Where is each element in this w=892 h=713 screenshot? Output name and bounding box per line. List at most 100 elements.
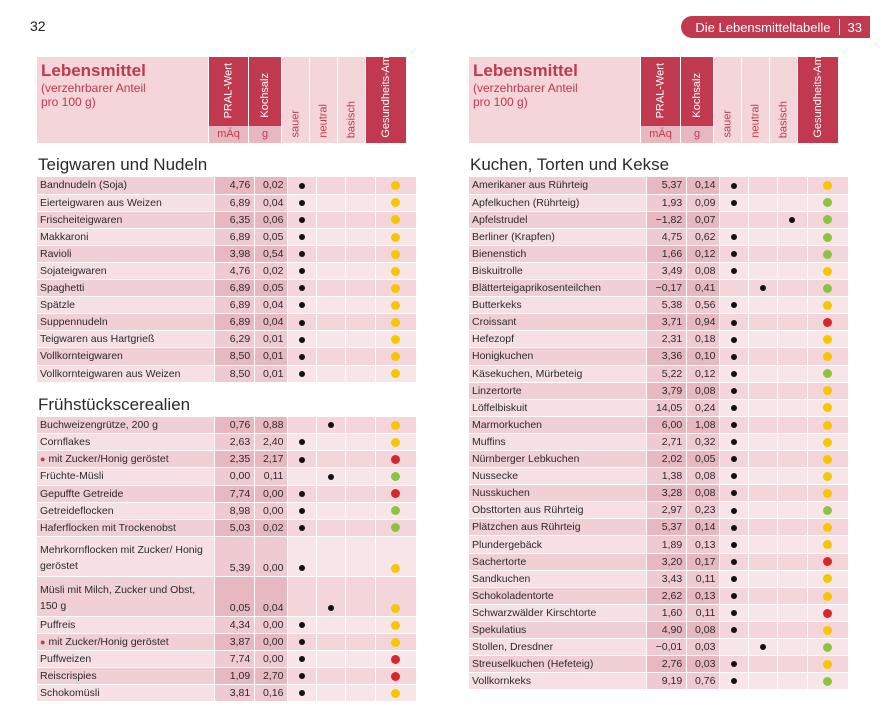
table-row: Puffweizen 7,74 0,00 xyxy=(37,650,417,669)
salt-value: 0,00 xyxy=(254,502,289,520)
neutral-cell xyxy=(748,279,779,298)
sauer-cell xyxy=(719,450,750,469)
salt-value: 0,00 xyxy=(254,633,289,651)
ampel-yellow-icon xyxy=(391,300,401,310)
pral-value: 4,75 xyxy=(646,228,688,246)
salt-unit-cell: g xyxy=(681,126,713,143)
neutral-cell xyxy=(748,518,779,537)
ampel-yellow-icon xyxy=(391,266,401,276)
salt-value: 0,11 xyxy=(254,467,289,486)
ampel-yellow-icon xyxy=(391,215,401,225)
food-name: Teigwaren aus Hartgrieß xyxy=(37,330,215,349)
food-name: Puffreis xyxy=(37,616,215,634)
food-name: Suppennudeln xyxy=(37,313,215,332)
neutral-cell xyxy=(748,501,779,520)
ampel-cell xyxy=(807,587,849,605)
ampel-yellow-icon xyxy=(823,420,833,430)
sauer-cell xyxy=(719,518,750,537)
food-name: Plätzchen aus Rührteig xyxy=(469,518,647,537)
neutral-cell xyxy=(748,382,779,400)
table-row: Mehrkornflocken mit Zucker/ Honig geröst… xyxy=(37,536,417,577)
ampel-cell xyxy=(375,365,417,383)
salt-value: 0,02 xyxy=(254,177,289,195)
pral-value: 5,37 xyxy=(646,177,688,195)
ampel-yellow-icon xyxy=(823,659,833,669)
neutral-dot-icon xyxy=(328,422,335,429)
pral-value: 9,19 xyxy=(646,672,688,691)
neutral-cell xyxy=(748,467,779,486)
basisch-cell xyxy=(345,416,376,435)
neutral-cell xyxy=(748,245,779,263)
ampel-green-icon xyxy=(823,198,833,208)
ampel-green-icon xyxy=(823,676,833,686)
ampel-red-icon xyxy=(391,671,401,681)
food-name: Vollkornkeks xyxy=(469,672,647,691)
neutral-cell xyxy=(748,296,779,315)
food-name: Ravioli xyxy=(37,245,215,263)
pral-value: 6,00 xyxy=(646,416,688,434)
ampel-cell xyxy=(375,313,417,332)
basisch-cell xyxy=(345,616,376,634)
neutral-cell xyxy=(748,570,779,588)
sauer-dot-icon xyxy=(731,627,738,634)
salt-value: 0,05 xyxy=(254,279,289,298)
sauer-cell xyxy=(719,347,750,366)
table-row: Suppennudeln 6,89 0,04 xyxy=(37,313,417,332)
sauer-dot-icon xyxy=(299,622,306,629)
pral-value: 6,89 xyxy=(214,228,256,246)
ampel-green-icon xyxy=(823,215,833,225)
ampel-yellow-icon xyxy=(391,198,401,208)
basisch-cell xyxy=(345,279,376,298)
salt-value: 0,08 xyxy=(686,484,721,503)
food-name: Haferflocken mit Trockenobst xyxy=(37,519,215,537)
ampel-cell xyxy=(807,194,849,212)
table-row: Honigkuchen 3,36 0,10 xyxy=(469,347,849,366)
table-row: Löffelbiskuit 14,05 0,24 xyxy=(469,399,849,417)
table-row: Hefezopf 2,31 0,18 xyxy=(469,330,849,349)
basisch-cell xyxy=(345,650,376,669)
food-name: Gepuffte Getreide xyxy=(37,485,215,503)
lebensmittel-subtitle-2: pro 100 g) xyxy=(473,95,528,109)
right-page-number: 33 xyxy=(847,19,862,35)
neutral-cell xyxy=(316,211,347,229)
table-row: Käsekuchen, Mürbeteig 5,22 0,12 xyxy=(469,365,849,383)
sauer-dot-icon xyxy=(731,507,738,514)
sauer-cell xyxy=(719,296,750,315)
food-name: Spaghetti xyxy=(37,279,215,298)
sauer-cell xyxy=(287,330,318,349)
pral-value: 2,71 xyxy=(646,433,688,452)
food-name: Müsli mit Milch, Zucker und Obst, 150 g xyxy=(37,576,215,617)
pral-value: 5,03 xyxy=(214,519,256,537)
bullet-icon: ● xyxy=(40,454,46,465)
ampel-label: Gesundheits- Ampel xyxy=(380,41,392,138)
sauer-cell xyxy=(719,638,750,657)
salt-value: 0,05 xyxy=(254,228,289,246)
ampel-cell xyxy=(375,650,417,669)
neutral-cell xyxy=(748,535,779,554)
neutral-dot-icon xyxy=(328,605,335,611)
sauer-dot-icon xyxy=(299,268,306,275)
sauer-header: sauer xyxy=(282,57,309,143)
basisch-cell xyxy=(777,655,808,674)
basisch-cell xyxy=(777,330,808,349)
salt-value: 0,23 xyxy=(686,501,721,520)
neutral-cell xyxy=(316,502,347,520)
basisch-cell xyxy=(345,365,376,383)
ampel-yellow-icon xyxy=(823,540,833,550)
food-name: Hefezopf xyxy=(469,330,647,349)
food-name: Reiscrispies xyxy=(37,667,215,686)
ampel-cell xyxy=(807,501,849,520)
ampel-cell xyxy=(375,228,417,246)
ampel-cell xyxy=(807,347,849,366)
basisch-cell xyxy=(345,485,376,503)
ampel-cell xyxy=(375,262,417,281)
food-name: Schokomüsli xyxy=(37,684,215,703)
pral-value: 3,87 xyxy=(214,633,256,651)
table-row: Eierteigwaren aus Weizen 6,89 0,04 xyxy=(37,194,417,212)
salt-value: 0,10 xyxy=(686,347,721,366)
sauer-cell xyxy=(287,347,318,366)
sauer-dot-icon xyxy=(731,370,738,377)
ampel-yellow-icon xyxy=(823,403,833,413)
pral-value: 3,36 xyxy=(646,347,688,366)
salt-value: 0,04 xyxy=(254,296,289,315)
